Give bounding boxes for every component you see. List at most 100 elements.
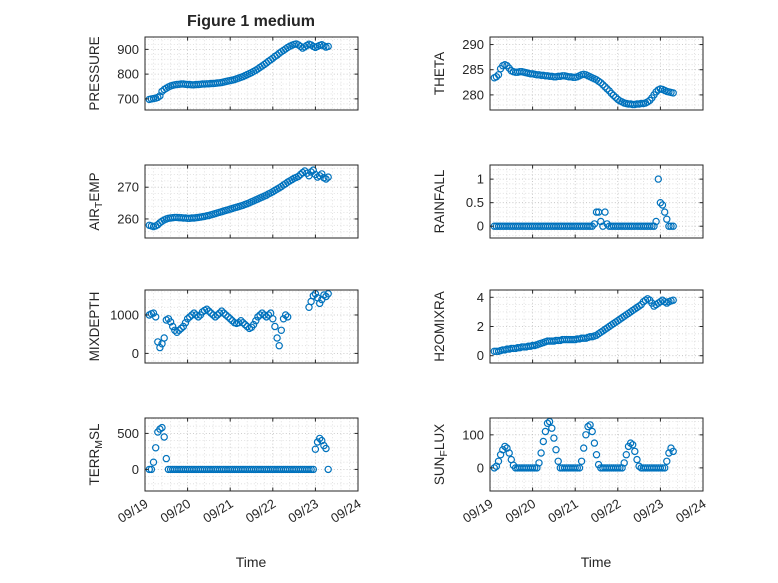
data-point	[222, 311, 230, 319]
minor-grid	[490, 418, 703, 491]
data-point	[663, 215, 671, 223]
scatter-points	[145, 423, 332, 474]
figure-title: Figure 1 medium	[187, 13, 315, 30]
data-point	[541, 427, 550, 436]
data-point	[543, 419, 552, 427]
data-point	[597, 79, 605, 87]
data-point	[252, 317, 260, 325]
scatter-points	[490, 295, 677, 355]
y-tick-label: 290	[462, 37, 484, 52]
x-tick-label: 09/19	[115, 496, 151, 526]
data-point	[249, 320, 258, 329]
subplot-h2omixra: 0 2 4 H2OMIXRA	[432, 289, 704, 364]
data-point	[281, 311, 290, 319]
data-point	[590, 439, 599, 447]
data-point	[588, 427, 596, 436]
data-point	[622, 451, 631, 459]
y-tick-label: 100	[462, 427, 484, 442]
y-tick-label: 800	[117, 67, 139, 82]
data-point	[273, 334, 281, 342]
data-point	[584, 222, 592, 230]
data-point	[171, 326, 179, 334]
data-point	[601, 208, 609, 216]
data-point	[648, 222, 656, 230]
data-point	[550, 434, 558, 442]
data-point	[658, 464, 667, 472]
x-tick-label: 09/24	[328, 496, 364, 526]
y-axis-label: H2OMIXRA	[432, 291, 447, 362]
data-point	[629, 441, 637, 449]
data-point	[548, 424, 556, 432]
scatter-points	[145, 290, 332, 352]
data-point	[205, 307, 213, 315]
axes-box	[489, 36, 704, 111]
data-point	[590, 220, 599, 228]
x-axis-label-right: Time	[581, 554, 612, 570]
y-tick-label: 0.5	[466, 195, 484, 210]
scatter-points	[490, 417, 677, 472]
data-point	[185, 313, 194, 321]
data-point	[620, 459, 628, 467]
data-point	[156, 343, 164, 352]
data-point	[494, 457, 503, 465]
scatter-points	[145, 166, 332, 231]
data-point	[669, 89, 677, 97]
data-point	[220, 309, 228, 317]
data-point	[322, 175, 330, 183]
data-point	[277, 326, 285, 334]
y-tick-label: 1	[477, 172, 484, 187]
subplot-rainfall: 0 0.5 1 RAINFALL	[432, 164, 704, 239]
data-point	[149, 458, 158, 466]
data-point	[213, 311, 222, 319]
data-point	[151, 444, 160, 452]
data-point	[190, 309, 198, 317]
axes-box	[489, 164, 704, 239]
data-point	[663, 457, 671, 465]
scatter-points	[490, 175, 677, 230]
data-point	[528, 464, 537, 472]
data-point	[239, 319, 247, 327]
data-point	[226, 315, 234, 323]
axes-box	[144, 164, 359, 239]
data-point	[243, 322, 251, 331]
tick-marks	[144, 37, 359, 110]
data-point	[669, 296, 677, 304]
y-tick-label: 0	[477, 348, 484, 363]
data-point	[656, 198, 665, 207]
data-point	[160, 334, 168, 342]
y-axis-label: RAINFALL	[432, 169, 447, 233]
data-point	[203, 305, 211, 313]
data-point	[492, 73, 501, 81]
data-point	[661, 464, 669, 472]
data-point	[324, 290, 332, 298]
data-point	[217, 307, 226, 315]
data-point	[667, 222, 675, 230]
major-grid	[145, 290, 358, 363]
data-point	[588, 222, 596, 230]
x-tick-label: 09/20	[503, 496, 539, 526]
x-axis-label-left: Time	[236, 554, 267, 570]
data-point	[207, 309, 215, 317]
y-tick-label: 0	[477, 460, 484, 475]
y-tick-label: 2	[477, 319, 484, 334]
data-point	[601, 83, 609, 91]
y-axis-label: TERRMSL	[87, 423, 105, 486]
data-point	[224, 313, 232, 321]
data-point	[158, 423, 166, 432]
data-point	[192, 311, 200, 319]
data-point	[279, 315, 288, 323]
data-point	[271, 322, 279, 331]
major-grid	[490, 165, 703, 238]
data-point	[324, 42, 332, 51]
subplot-sun-flux: 0 100 09/19 09/20 09/21 09/22 09/23 09/24 SUNFLU…	[432, 417, 709, 526]
data-point	[505, 449, 513, 457]
x-tick-label: 09/21	[545, 496, 581, 526]
x-tick-label: 09/23	[285, 496, 321, 526]
subplot-terr-msl: 0 500 09/19 09/20 09/21 09/22 09/23 09/24 TERRMS…	[87, 417, 364, 526]
data-point	[313, 438, 322, 446]
data-point	[324, 465, 332, 474]
data-point	[275, 342, 283, 350]
data-point	[592, 208, 601, 216]
scatter-points	[145, 40, 332, 104]
